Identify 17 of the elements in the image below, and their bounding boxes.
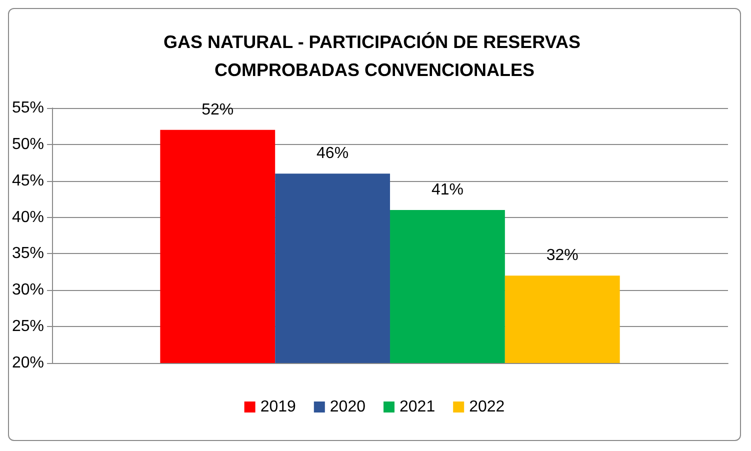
chart-title: GAS NATURAL - PARTICIPACIÓN DE RESERVAS COMPROBADAS CONVENCIONALES (163, 32, 586, 80)
data-label: 46% (316, 145, 349, 162)
data-label: 52% (202, 101, 234, 118)
y-tick-label: 50% (12, 136, 44, 153)
data-label: 41% (431, 182, 464, 198)
y-tick-label: 40% (12, 208, 44, 226)
legend-label: 2020 (330, 398, 366, 416)
legend-label: 2021 (400, 398, 436, 416)
legend-label: 2019 (260, 398, 296, 416)
y-tick-label: 55% (12, 100, 44, 116)
y-tick-label: 25% (12, 318, 44, 336)
data-label: 32% (546, 247, 578, 264)
y-tick-label: 35% (12, 245, 44, 262)
y-tick-label: 45% (12, 172, 44, 190)
y-tick-label: 20% (12, 354, 44, 372)
legend-label: 2022 (469, 398, 505, 416)
y-tick-label: 30% (12, 282, 44, 299)
